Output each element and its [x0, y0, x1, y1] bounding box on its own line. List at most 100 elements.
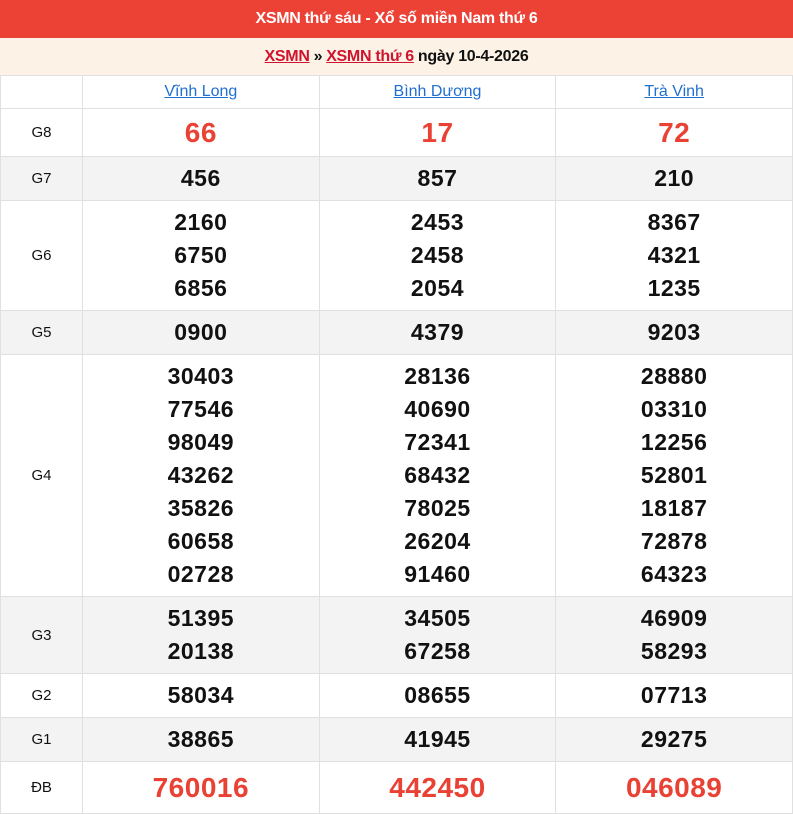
- prize-cell: 8367 4321 1235: [555, 200, 793, 311]
- prize-number: 8367: [647, 209, 701, 235]
- prize-row-g6: G6 2160 6750 6856 2453 2458 2054 8367 4321 1235: [0, 200, 793, 311]
- prize-number: 72878: [640, 528, 708, 554]
- prize-cell: 456: [82, 156, 320, 201]
- province-link-vinh-long[interactable]: Vĩnh Long: [164, 83, 238, 100]
- prize-label: G6: [0, 200, 83, 311]
- prize-cell: 2160 6750 6856: [82, 200, 320, 311]
- prize-number: 35826: [167, 495, 235, 521]
- prize-number: 6750: [174, 242, 228, 268]
- prize-label: G3: [0, 596, 83, 674]
- prize-number: 210: [654, 165, 695, 191]
- prize-cell: 29275: [555, 717, 793, 762]
- province-header: Trà Vinh: [555, 75, 793, 109]
- prize-number: 02728: [167, 561, 235, 587]
- prize-number: 2160: [174, 209, 228, 235]
- prize-cell: 442450: [318, 761, 557, 814]
- prize-row-g8: G8 66 17 72: [0, 108, 793, 157]
- page-title: XSMN thứ sáu - Xổ số miền Nam thứ 6: [255, 10, 538, 27]
- prize-label: G2: [0, 673, 83, 718]
- prize-number: 30403: [167, 363, 235, 389]
- prize-number: 41945: [404, 726, 471, 752]
- empty-header-cell: [0, 75, 83, 109]
- province-link-tra-vinh[interactable]: Trà Vinh: [644, 83, 704, 100]
- prize-number: 77546: [167, 396, 235, 422]
- prize-number: 29275: [640, 726, 708, 752]
- prize-number: 4379: [410, 319, 465, 345]
- prize-number: 60658: [167, 528, 235, 554]
- prize-row-g7: G7 456 857 210: [0, 156, 793, 201]
- province-link-binh-duong[interactable]: Bình Dương: [393, 83, 482, 100]
- prize-cell: 34505 67258: [318, 596, 557, 674]
- prize-cell: 72: [555, 108, 793, 157]
- prize-label: G5: [0, 310, 83, 355]
- prize-row-g3: G3 51395 20138 34505 67258 46909 58293: [0, 596, 793, 674]
- prize-number: 72341: [404, 429, 471, 455]
- prize-number: 72: [658, 117, 691, 148]
- prize-number: 43262: [167, 462, 235, 488]
- page-header: XSMN thứ sáu - Xổ số miền Nam thứ 6: [0, 0, 793, 38]
- prize-number: 46909: [640, 605, 708, 631]
- prize-cell: 07713: [555, 673, 793, 718]
- prize-number: 4321: [647, 242, 701, 268]
- draw-date: ngày 10-4-2026: [417, 47, 529, 65]
- prize-number: 07713: [640, 682, 708, 708]
- province-header-row: Vĩnh Long Bình Dương Trà Vinh: [0, 75, 793, 109]
- prize-number: 38865: [167, 726, 235, 752]
- prize-cell: 0900: [82, 310, 320, 355]
- breadcrumb-xsmn-link[interactable]: XSMN: [264, 47, 310, 65]
- prize-number: 91460: [404, 561, 471, 587]
- prize-cell: 46909 58293: [555, 596, 793, 674]
- prize-number: 40690: [404, 396, 471, 422]
- prize-number: 28880: [640, 363, 708, 389]
- prize-label: G8: [0, 108, 83, 157]
- breadcrumb: XSMN » XSMN thứ 6 ngày 10-4-2026: [0, 38, 793, 75]
- prize-cell: 28136 40690 72341 68432 78025 26204 91460: [318, 354, 557, 597]
- prize-label: G4: [0, 354, 83, 597]
- prize-number: 98049: [167, 429, 235, 455]
- prize-number: 28136: [404, 363, 471, 389]
- prize-number: 03310: [640, 396, 708, 422]
- prize-number: 18187: [640, 495, 708, 521]
- prize-number: 456: [180, 165, 221, 191]
- prize-cell: 2453 2458 2054: [318, 200, 557, 311]
- prize-cell: 760016: [82, 761, 320, 814]
- prize-number: 67258: [404, 638, 471, 664]
- prize-cell: 046089: [555, 761, 793, 814]
- prize-number: 58293: [640, 638, 708, 664]
- prize-cell: 41945: [318, 717, 557, 762]
- prize-row-g1: G1 38865 41945 29275: [0, 717, 793, 762]
- prize-label: G7: [0, 156, 83, 201]
- prize-number: 17: [421, 117, 454, 148]
- prize-cell: 28880 03310 12256 52801 18187 72878 64323: [555, 354, 793, 597]
- prize-row-g4: G4 30403 77546 98049 43262 35826 60658 02728 281…: [0, 354, 793, 597]
- province-header: Bình Dương: [318, 75, 557, 109]
- prize-label: ĐB: [0, 761, 83, 814]
- prize-cell: 58034: [82, 673, 320, 718]
- prize-number: 20138: [167, 638, 235, 664]
- prize-cell: 08655: [318, 673, 557, 718]
- prize-cell: 9203: [555, 310, 793, 355]
- prize-number: 857: [417, 165, 458, 191]
- prize-number: 1235: [647, 275, 701, 301]
- prize-cell: 17: [318, 108, 557, 157]
- prize-cell: 4379: [318, 310, 557, 355]
- prize-number: 26204: [404, 528, 471, 554]
- prize-number: 34505: [404, 605, 471, 631]
- prize-number: 64323: [640, 561, 708, 587]
- prize-cell: 66: [82, 108, 320, 157]
- breadcrumb-xsmn-thu6-link[interactable]: XSMN thứ 6: [326, 47, 414, 65]
- prize-number: 2054: [410, 275, 465, 301]
- prize-number: 2453: [410, 209, 465, 235]
- prize-number: 58034: [167, 682, 235, 708]
- prize-number: 2458: [410, 242, 465, 268]
- prize-number: 0900: [174, 319, 228, 345]
- prize-row-g5: G5 0900 4379 9203: [0, 310, 793, 355]
- prize-number: 12256: [640, 429, 708, 455]
- prize-row-đb: ĐB 760016 442450 046089: [0, 761, 793, 814]
- prize-cell: 30403 77546 98049 43262 35826 60658 02728: [82, 354, 320, 597]
- prize-number: 9203: [647, 319, 701, 345]
- prize-cell: 51395 20138: [82, 596, 320, 674]
- prize-cell: 210: [555, 156, 793, 201]
- results-table: Vĩnh Long Bình Dương Trà Vinh G8 66 17 72 G7…: [0, 75, 793, 814]
- prize-number: 78025: [404, 495, 471, 521]
